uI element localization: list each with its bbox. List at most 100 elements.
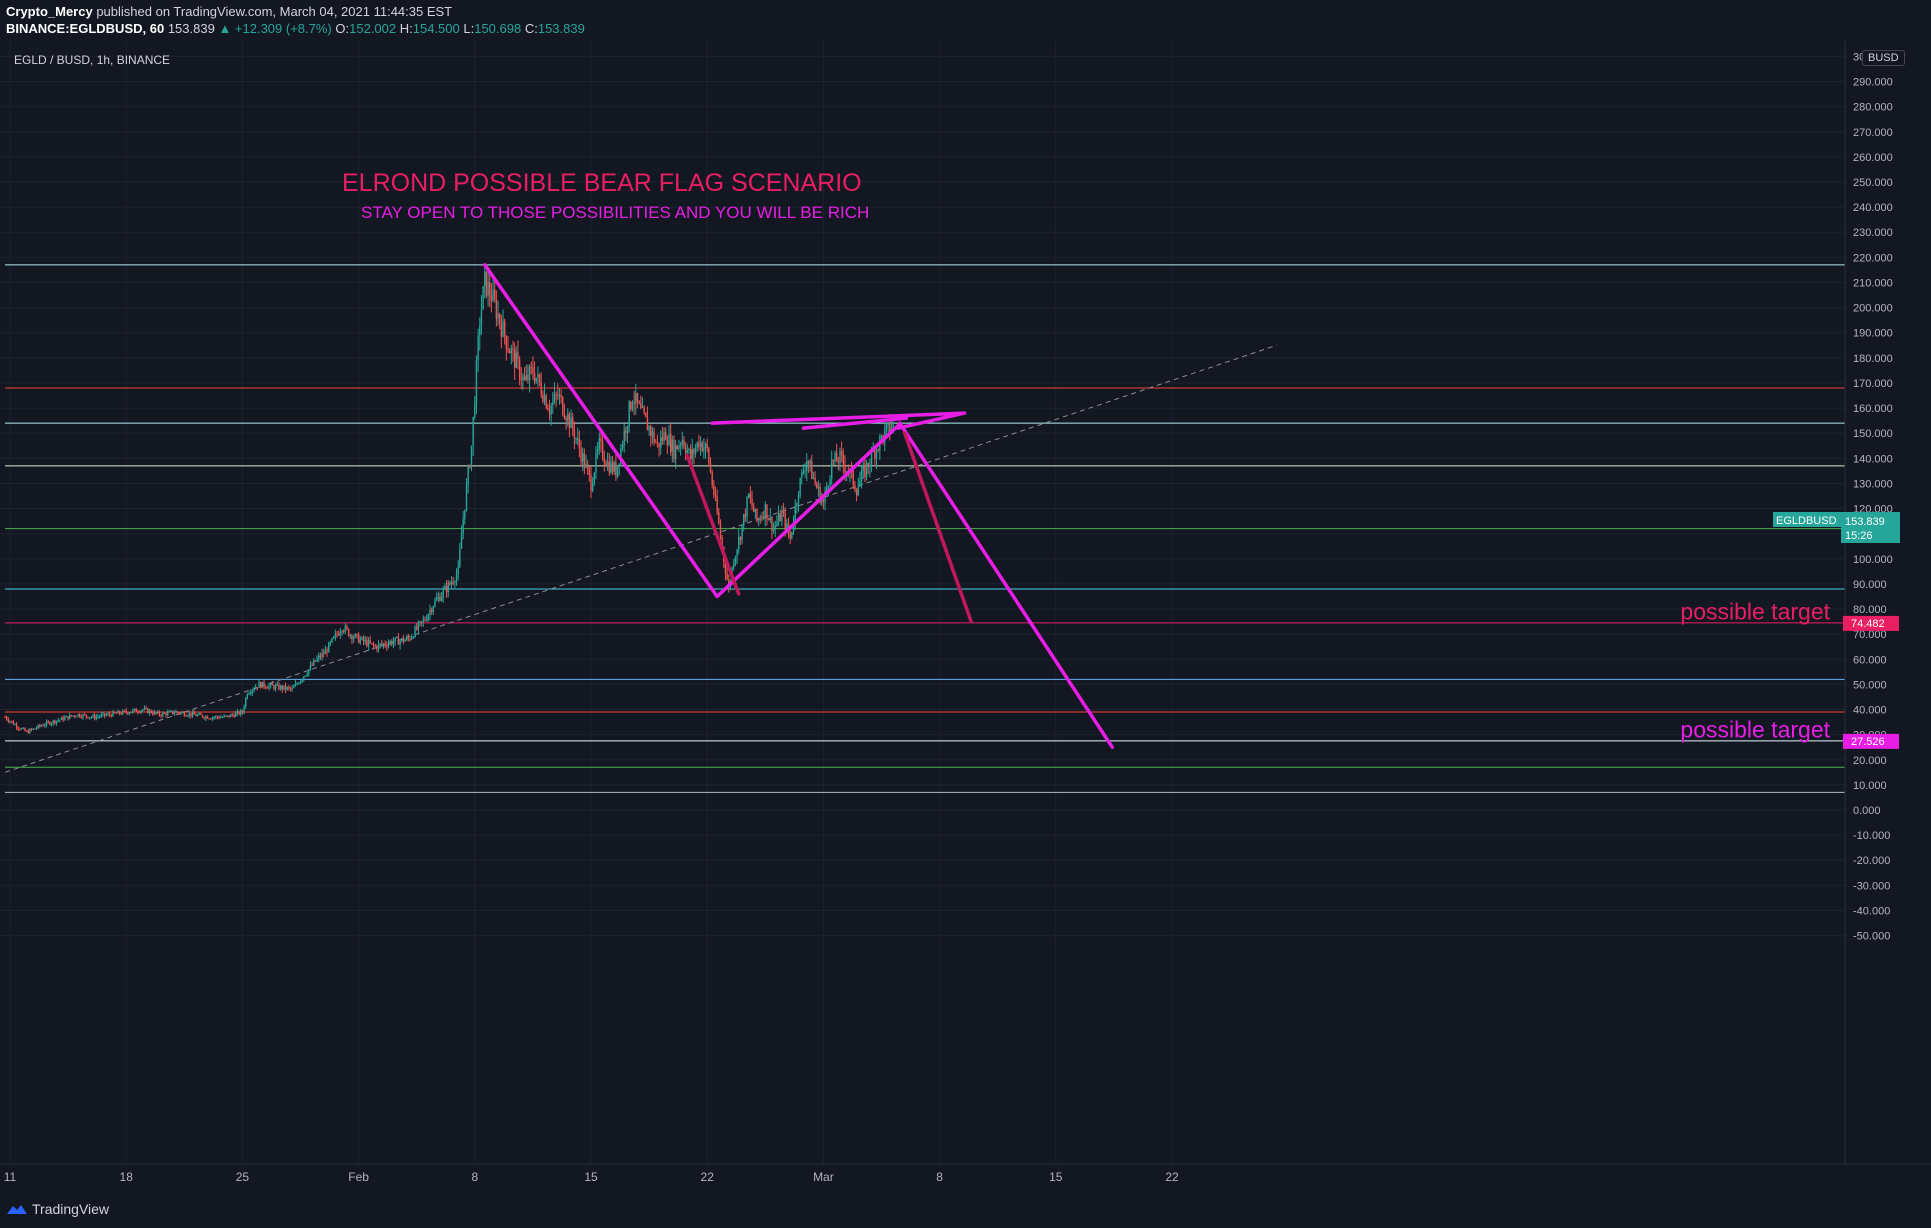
candle-body bbox=[892, 421, 894, 429]
candle-body bbox=[200, 713, 202, 715]
candle-body bbox=[74, 715, 76, 717]
candle-body bbox=[445, 585, 448, 593]
footer bbox=[0, 1198, 1931, 1228]
time-tick-label: Mar bbox=[813, 1170, 834, 1184]
candle-body bbox=[321, 652, 323, 658]
dashed-trendline[interactable] bbox=[4, 344, 1277, 773]
close-label: C: bbox=[524, 21, 538, 36]
drawing-line bbox=[898, 421, 1114, 749]
time-axis[interactable]: 11 18 25 Feb 8 15 22 Mar 8 15 22 bbox=[0, 1163, 1931, 1184]
candle-body bbox=[884, 428, 886, 442]
candle-body bbox=[585, 463, 587, 468]
candle-body bbox=[261, 681, 264, 688]
candle-body bbox=[855, 490, 858, 496]
drawing-line bbox=[902, 431, 973, 624]
candle-body bbox=[537, 374, 539, 378]
price-chart[interactable]: EGLD / BUSD, 1h, BINANCE ELROND POSSIBLE… bbox=[0, 40, 1931, 1204]
header-bar: Crypto_Mercy published on TradingView.co… bbox=[0, 0, 1931, 40]
candle-body bbox=[65, 716, 68, 718]
candle-body bbox=[69, 715, 71, 719]
chart-annotation-subtitle[interactable]: STAY OPEN TO THOSE POSSIBILITIES AND YOU… bbox=[361, 203, 869, 222]
candle-body bbox=[485, 271, 488, 296]
candle-body bbox=[49, 722, 51, 725]
candle-body bbox=[666, 440, 669, 446]
candle-body bbox=[703, 448, 705, 452]
candle-body bbox=[88, 717, 91, 719]
candle-body bbox=[417, 622, 420, 630]
target-label-lower[interactable]: possible target bbox=[1680, 717, 1830, 743]
currency-button[interactable]: BUSD bbox=[1862, 50, 1905, 66]
candle-body bbox=[520, 378, 522, 380]
candle-body bbox=[821, 499, 823, 503]
candle-body bbox=[274, 685, 277, 689]
candle-body bbox=[490, 295, 493, 301]
candle-body bbox=[429, 609, 431, 615]
candle-body bbox=[708, 448, 710, 464]
candle-body bbox=[220, 717, 222, 719]
candle-body bbox=[877, 449, 879, 451]
time-tick-label: 18 bbox=[120, 1170, 134, 1184]
candle-body bbox=[621, 445, 624, 448]
candle-body bbox=[424, 619, 426, 621]
candle-body bbox=[170, 710, 172, 712]
tradingview-logo-icon bbox=[7, 1205, 27, 1214]
candle-body bbox=[517, 352, 519, 360]
candle-body bbox=[867, 463, 869, 467]
candle-body bbox=[736, 549, 738, 557]
candle-body bbox=[792, 523, 795, 532]
candle-body bbox=[495, 299, 498, 319]
price-tick-label: 130.000 bbox=[1853, 478, 1893, 490]
candle-body bbox=[30, 729, 33, 731]
candle-body bbox=[693, 449, 695, 454]
candle-body bbox=[724, 561, 727, 574]
candle-body bbox=[379, 643, 381, 645]
chart-area[interactable]: EGLD / BUSD, 1h, BINANCE ELROND POSSIBLE… bbox=[0, 40, 1931, 1204]
candle-body bbox=[389, 641, 391, 644]
candle-body bbox=[407, 637, 410, 639]
candle-body bbox=[590, 474, 592, 492]
candle-body bbox=[216, 716, 219, 718]
tradingview-logo[interactable]: TradingView bbox=[6, 1201, 109, 1217]
candle-body bbox=[344, 626, 347, 632]
candle-body bbox=[578, 438, 581, 449]
candle-body bbox=[889, 422, 891, 433]
candle-body bbox=[542, 394, 544, 402]
chart-annotation-title[interactable]: ELROND POSSIBLE BEAR FLAG SCENARIO bbox=[342, 169, 862, 197]
candle-body bbox=[757, 518, 760, 521]
author-name[interactable]: Crypto_Mercy bbox=[6, 4, 93, 19]
price-tick-label: 90.000 bbox=[1853, 579, 1887, 591]
candle-body bbox=[809, 461, 811, 464]
candle-body bbox=[450, 582, 453, 585]
candle-body bbox=[837, 461, 840, 464]
candle-body bbox=[236, 711, 239, 714]
candle-body bbox=[392, 641, 395, 645]
price-tick-label: 230.000 bbox=[1853, 227, 1893, 239]
current-price-box bbox=[1841, 512, 1900, 543]
candle-body bbox=[832, 459, 835, 462]
candle-body bbox=[84, 714, 86, 716]
candle-body bbox=[75, 716, 78, 718]
candle-body bbox=[118, 711, 121, 714]
candle-body bbox=[653, 431, 655, 443]
target-label-upper[interactable]: possible target bbox=[1680, 599, 1830, 625]
candle-body bbox=[132, 709, 134, 713]
candle-body bbox=[733, 563, 735, 568]
candle-body bbox=[394, 637, 396, 642]
candle-body bbox=[862, 466, 864, 472]
candle-body bbox=[586, 463, 589, 469]
candle-body bbox=[577, 438, 579, 440]
candle-body bbox=[676, 445, 679, 450]
candle-body bbox=[419, 621, 421, 623]
candle-body bbox=[293, 686, 295, 688]
candle-body bbox=[452, 582, 454, 584]
candle-body bbox=[674, 445, 677, 460]
price-tick-label: 0.000 bbox=[1853, 805, 1881, 817]
candle-body bbox=[208, 718, 210, 720]
candle-body bbox=[319, 655, 322, 658]
candle-body bbox=[316, 658, 318, 662]
candle-body bbox=[29, 729, 31, 734]
drawings[interactable] bbox=[483, 263, 1114, 749]
candle-body bbox=[14, 724, 16, 726]
candle-body bbox=[372, 643, 375, 646]
brand-name: TradingView bbox=[32, 1201, 110, 1217]
